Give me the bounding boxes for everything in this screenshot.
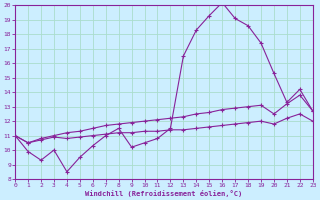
X-axis label: Windchill (Refroidissement éolien,°C): Windchill (Refroidissement éolien,°C) bbox=[85, 190, 243, 197]
